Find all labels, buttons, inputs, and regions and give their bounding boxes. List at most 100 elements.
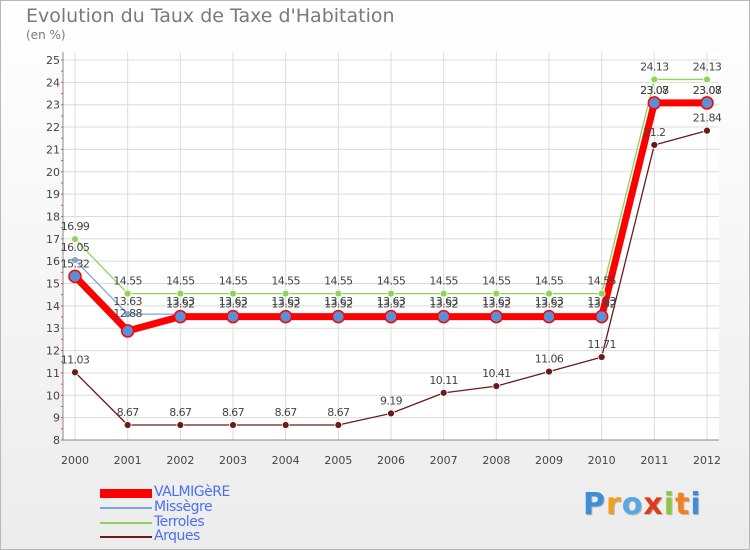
data-label-terroles: 14.55 — [166, 275, 195, 288]
legend-swatch-missegre — [100, 507, 152, 509]
data-label-terroles: 14.55 — [324, 275, 353, 288]
data-point-terroles — [703, 75, 711, 84]
data-point-arques — [492, 382, 501, 391]
data-label-arques: 9.19 — [380, 394, 403, 407]
data-label-valmigre: 13.52 — [535, 298, 564, 311]
proxiti-logo: Proxiti — [583, 487, 702, 522]
data-point-arques — [439, 388, 448, 397]
logo-letter: x — [643, 487, 664, 522]
data-point-valmigre — [278, 309, 293, 324]
logo-letter: o — [621, 487, 644, 522]
data-label-terroles: 24.13 — [693, 60, 722, 73]
data-label-arques: 11.71 — [587, 338, 616, 351]
data-label-arques: 8.67 — [327, 406, 350, 419]
data-label-valmigre: 15.32 — [61, 257, 90, 270]
data-point-arques — [650, 141, 659, 149]
data-point-arques — [123, 421, 132, 429]
legend-swatch-arques — [100, 536, 152, 538]
data-label-arques: 11.06 — [535, 353, 564, 366]
data-point-terroles — [439, 289, 448, 298]
legend-label-missegre: Missègre — [154, 499, 213, 515]
data-label-terroles: 16.99 — [61, 220, 90, 233]
data-label-arques: 11.03 — [61, 353, 90, 366]
data-point-terroles — [71, 235, 79, 243]
y-tick-label: 15 — [46, 278, 60, 291]
y-tick-label: 18 — [46, 210, 60, 223]
data-label-arques: 21.84 — [693, 112, 722, 125]
logo-letter: t — [675, 487, 691, 522]
data-point-arques — [545, 367, 553, 376]
data-label-missgre: 13.63 — [377, 295, 406, 308]
x-tick-label: 2005 — [324, 454, 352, 467]
data-label-missgre: 13.63 — [324, 295, 353, 308]
data-point-arques — [176, 421, 185, 429]
data-label-missgre: 13.63 — [535, 295, 564, 308]
data-label-terroles: 14.55 — [535, 275, 564, 288]
data-point-arques — [597, 353, 606, 361]
legend-label-valmigere: VALMIGèRE — [154, 484, 230, 500]
x-tick-label: 2007 — [430, 454, 458, 467]
data-point-arques — [281, 421, 290, 429]
data-label-missgre: 13.63 — [113, 295, 142, 308]
x-tick-label: 2010 — [588, 454, 616, 467]
data-label-terroles: 14.55 — [587, 275, 616, 288]
data-point-arques — [229, 421, 237, 429]
data-point-valmigre — [120, 324, 135, 338]
data-point-valmigre — [700, 96, 714, 110]
data-point-arques — [71, 368, 79, 377]
data-label-arques: 21.2 — [643, 126, 665, 139]
y-tick-label: 10 — [46, 389, 60, 402]
y-tick-label: 24 — [46, 76, 60, 89]
data-label-missgre: 13.63 — [587, 295, 616, 308]
data-label-valmigre: 13.52 — [587, 298, 616, 311]
data-point-missgre — [123, 310, 132, 319]
logo-letter: i — [690, 487, 702, 522]
y-tick-label: 19 — [46, 188, 60, 201]
data-point-valmigre — [489, 309, 504, 324]
x-tick-label: 2003 — [219, 454, 247, 467]
legend-label-arques: Arques — [154, 528, 200, 544]
data-point-missgre — [71, 256, 79, 264]
data-point-terroles — [597, 289, 606, 298]
data-label-terroles: 14.55 — [482, 275, 511, 288]
data-point-terroles — [650, 75, 659, 84]
x-tick-label: 2011 — [640, 454, 668, 467]
y-tick-label: 8 — [53, 434, 60, 447]
data-label-terroles: 24.13 — [640, 60, 669, 73]
y-tick-label: 11 — [46, 367, 60, 380]
data-label-missgre: 23.07 — [693, 84, 722, 97]
y-tick-label: 9 — [53, 412, 60, 425]
data-point-valmigre — [542, 309, 556, 324]
data-label-missgre: 16.05 — [61, 241, 90, 254]
x-tick-label: 2000 — [61, 454, 89, 467]
data-label-arques: 8.67 — [169, 406, 192, 419]
data-label-missgre: 13.63 — [219, 295, 248, 308]
data-point-terroles — [281, 289, 290, 298]
x-tick-label: 2002 — [166, 454, 194, 467]
data-point-terroles — [387, 289, 395, 298]
data-point-terroles — [123, 289, 132, 298]
data-point-terroles — [229, 289, 237, 298]
data-label-arques: 10.11 — [429, 374, 458, 387]
y-tick-label: 14 — [46, 300, 60, 313]
data-label-missgre: 13.63 — [271, 295, 300, 308]
y-tick-label: 16 — [46, 255, 60, 268]
y-tick-label: 13 — [46, 322, 60, 335]
data-label-valmigre: 13.52 — [324, 298, 353, 311]
data-label-arques: 8.67 — [222, 406, 245, 419]
data-label-terroles: 14.55 — [271, 275, 300, 288]
data-point-valmigre — [647, 96, 662, 110]
x-tick-label: 2004 — [272, 454, 300, 467]
data-label-missgre: 13.63 — [429, 295, 458, 308]
x-tick-label: 2009 — [535, 454, 563, 467]
data-label-valmigre: 23.08 — [640, 84, 669, 97]
x-tick-label: 2001 — [114, 454, 142, 467]
logo-letter: P — [583, 487, 606, 522]
x-tick-label: 2012 — [693, 454, 721, 467]
y-tick-label: 20 — [46, 166, 60, 179]
data-label-valmigre: 13.52 — [429, 298, 458, 311]
data-point-arques — [387, 409, 395, 418]
data-label-arques: 8.67 — [117, 406, 140, 419]
x-tick-label: 2008 — [482, 454, 510, 467]
